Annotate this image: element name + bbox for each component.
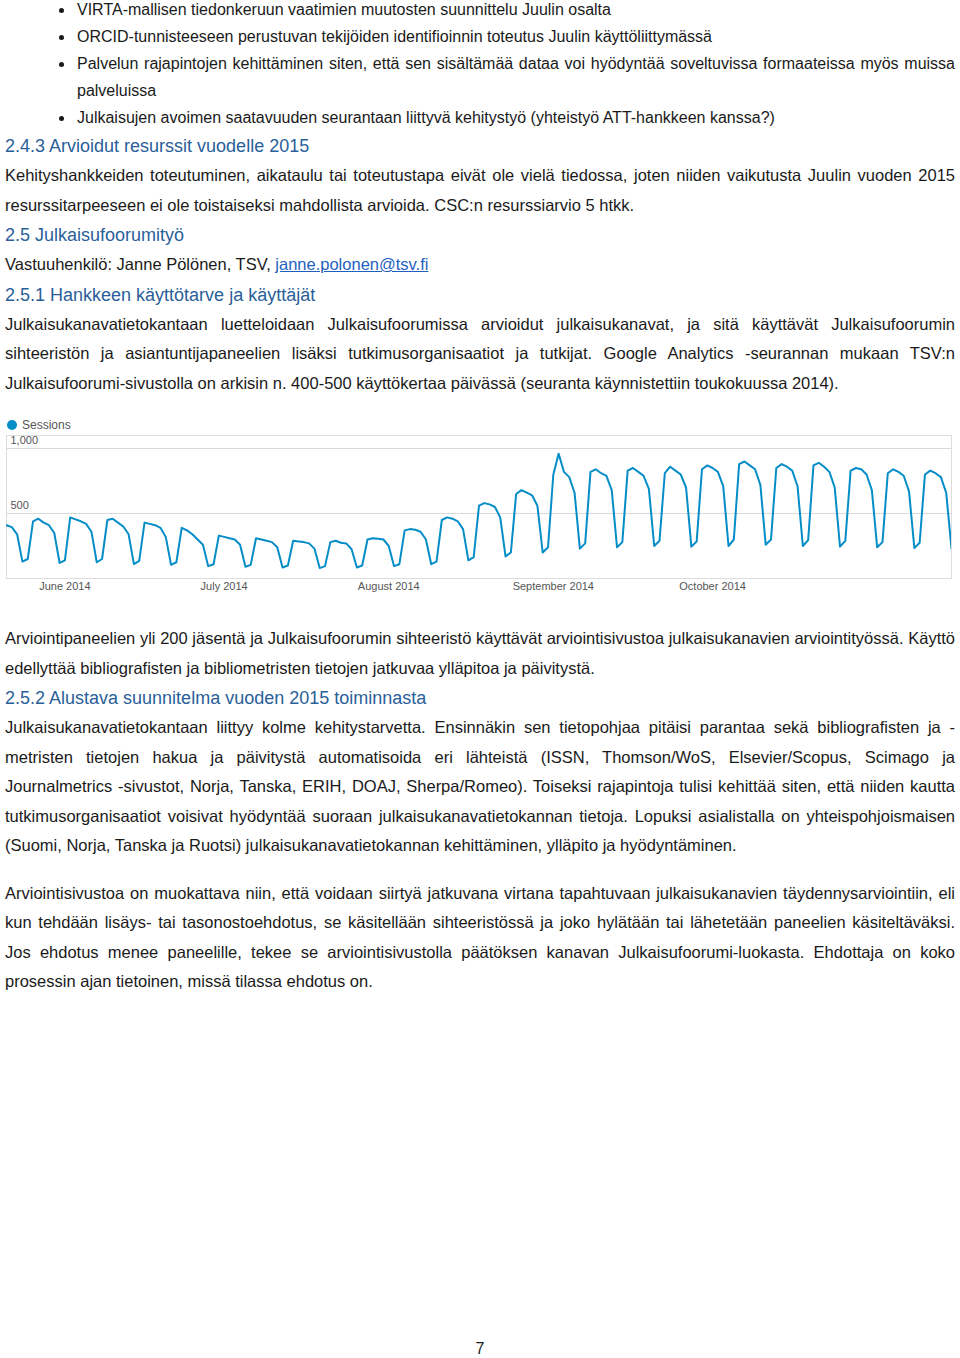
html-text:2.5.2 Alustava suunnitelma vuo: 2.5.2 Alustava suunnitelma vuoden 2015 t… bbox=[5, 688, 427, 708]
svg-text:July 2014: July 2014 bbox=[201, 580, 248, 592]
svg-text:1,000: 1,000 bbox=[11, 434, 39, 446]
html-text:Kehityshankkeiden toteutuminen: Kehityshankkeiden toteutuminen, aikataul… bbox=[5, 166, 955, 214]
html-text:Sessions: Sessions bbox=[22, 418, 71, 432]
svg-text:September 2014: September 2014 bbox=[513, 580, 594, 592]
svg-text:October 2014: October 2014 bbox=[679, 580, 746, 592]
html-text:Julkaisukanavatietokantaan lii: Julkaisukanavatietokantaan liittyy kolme… bbox=[5, 718, 955, 854]
html-text:Julkaisujen avoimen saatavuude: Julkaisujen avoimen saatavuuden seuranta… bbox=[77, 109, 775, 126]
svg-text:June 2014: June 2014 bbox=[39, 580, 90, 592]
html-text:ORCID-tunnisteeseen perustuvan: ORCID-tunnisteeseen perustuvan tekijöide… bbox=[77, 28, 712, 45]
html-text:2.4.3 Arvioidut resurssit vuod: 2.4.3 Arvioidut resurssit vuodelle 2015 bbox=[5, 136, 310, 156]
html-text:Julkaisukanavatietokantaan lue: Julkaisukanavatietokantaan luetteloidaan… bbox=[5, 314, 955, 392]
html-text:Arviointisivustoa on muokattav: Arviointisivustoa on muokattava niin, et… bbox=[5, 883, 955, 990]
html-text:7: 7 bbox=[475, 1340, 485, 1357]
svg-text:August 2014: August 2014 bbox=[358, 580, 420, 592]
html-text:Palvelun rajapintojen kehittäm: Palvelun rajapintojen kehittäminen siten… bbox=[77, 55, 955, 99]
html-text:2.5.1 Hankkeen käyttötarve ja: 2.5.1 Hankkeen käyttötarve ja käyttäjät bbox=[5, 284, 316, 305]
html-text:VIRTA-mallisen tiedonkeruun va: VIRTA-mallisen tiedonkeruun vaatimien mu… bbox=[77, 1, 611, 18]
html-text:Arviointipaneelien yli 200 jäs: Arviointipaneelien yli 200 jäsentä ja Ju… bbox=[5, 629, 955, 677]
svg-text:500: 500 bbox=[11, 499, 29, 511]
html-text:2.5 Julkaisufoorumityö: 2.5 Julkaisufoorumityö bbox=[5, 225, 185, 245]
html-text:Vastuuhenkilö: Janne Pölönen,: Vastuuhenkilö: Janne Pölönen, TSV, janne… bbox=[5, 255, 429, 273]
